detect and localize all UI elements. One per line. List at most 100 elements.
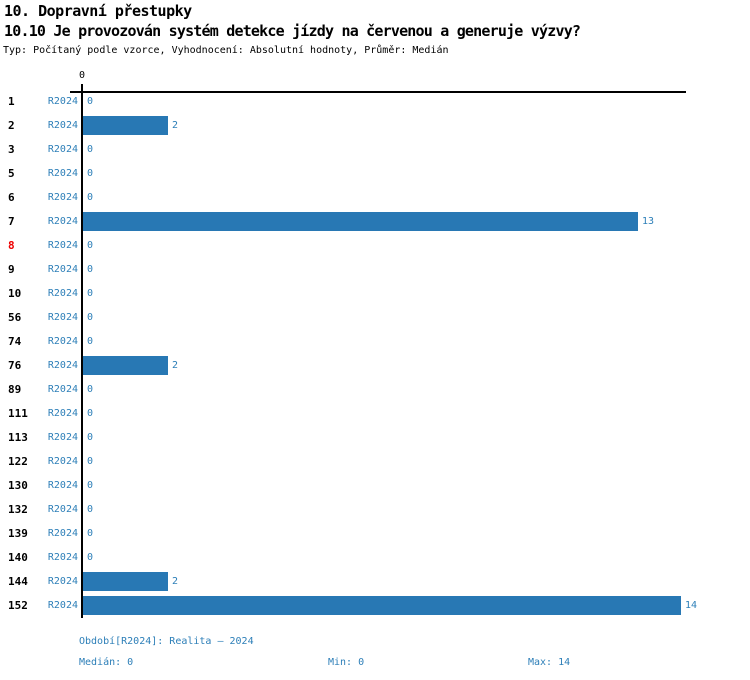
chart-row: 76 R2024 2 — [0, 354, 750, 378]
row-category-label: 122 — [8, 455, 28, 468]
row-category-label: 89 — [8, 383, 22, 396]
row-series-label: R2024 — [47, 264, 78, 275]
bar-value-label: 0 — [87, 192, 94, 203]
bar-value-label: 14 — [685, 600, 698, 611]
bar-value-label: 0 — [87, 312, 94, 323]
row-series-label: R2024 — [47, 120, 78, 131]
chart-row: 152 R2024 14 — [0, 594, 750, 618]
row-series-label: R2024 — [47, 576, 78, 587]
row-series-label: R2024 — [47, 600, 78, 611]
row-category-label: 3 — [8, 143, 15, 156]
row-category-label: 2 — [8, 119, 15, 132]
chart-row: 9 R2024 0 — [0, 258, 750, 282]
bar-value-label: 0 — [87, 168, 94, 179]
bar[interactable] — [83, 116, 168, 135]
bar-value-label: 0 — [87, 144, 94, 155]
chart-row: 3 R2024 0 — [0, 138, 750, 162]
chart-row: 8 R2024 0 — [0, 234, 750, 258]
row-series-label: R2024 — [47, 384, 78, 395]
bar-value-label: 0 — [87, 528, 94, 539]
row-category-label: 6 — [8, 191, 15, 204]
chart-row: 7 R2024 13 — [0, 210, 750, 234]
bar-value-label: 0 — [87, 264, 94, 275]
stat-median: Medián: 0 — [79, 657, 134, 668]
chart-row: 74 R2024 0 — [0, 330, 750, 354]
row-category-label: 5 — [8, 167, 15, 180]
row-category-label: 132 — [8, 503, 28, 516]
row-series-label: R2024 — [47, 360, 78, 371]
row-series-label: R2024 — [47, 192, 78, 203]
bar-value-label: 0 — [87, 288, 94, 299]
row-category-label: 1 — [8, 95, 15, 108]
row-series-label: R2024 — [47, 504, 78, 515]
row-category-label: 113 — [8, 431, 28, 444]
chart-row: 144 R2024 2 — [0, 570, 750, 594]
row-category-label: 74 — [8, 335, 22, 348]
row-category-label: 139 — [8, 527, 28, 540]
chart-row: 132 R2024 0 — [0, 498, 750, 522]
row-series-label: R2024 — [47, 336, 78, 347]
chart-row: 89 R2024 0 — [0, 378, 750, 402]
chart-row: 111 R2024 0 — [0, 402, 750, 426]
bar-value-label: 0 — [87, 408, 94, 419]
row-category-label: 152 — [8, 599, 28, 612]
row-series-label: R2024 — [47, 216, 78, 227]
bar-value-label: 0 — [87, 384, 94, 395]
chart-row: 140 R2024 0 — [0, 546, 750, 570]
bar[interactable] — [83, 212, 638, 231]
row-series-label: R2024 — [47, 456, 78, 467]
row-category-label: 56 — [8, 311, 22, 324]
chart-row: 10 R2024 0 — [0, 282, 750, 306]
stat-min: Min: 0 — [328, 657, 365, 668]
row-series-label: R2024 — [47, 480, 78, 491]
row-series-label: R2024 — [47, 288, 78, 299]
bar-value-label: 2 — [172, 120, 179, 131]
bar-value-label: 0 — [87, 336, 94, 347]
chart-meta-info: Typ: Počítaný podle vzorce, Vyhodnocení:… — [3, 45, 449, 56]
bar[interactable] — [83, 356, 168, 375]
row-series-label: R2024 — [47, 144, 78, 155]
bar-value-label: 0 — [87, 432, 94, 443]
bar-value-label: 2 — [172, 576, 179, 587]
chart-row: 5 R2024 0 — [0, 162, 750, 186]
row-series-label: R2024 — [47, 432, 78, 443]
row-category-label: 144 — [8, 575, 28, 588]
bar-value-label: 0 — [87, 456, 94, 467]
stat-max: Max: 14 — [528, 657, 571, 668]
row-series-label: R2024 — [47, 528, 78, 539]
chart-row: 139 R2024 0 — [0, 522, 750, 546]
chart-row: 56 R2024 0 — [0, 306, 750, 330]
row-category-label: 140 — [8, 551, 28, 564]
chart-question-title: 10.10 Je provozován systém detekce jízdy… — [4, 22, 581, 40]
y-axis-line — [81, 84, 83, 618]
row-category-label: 8 — [8, 239, 15, 252]
row-category-label: 7 — [8, 215, 15, 228]
row-series-label: R2024 — [47, 408, 78, 419]
page-title: 10. Dopravní přestupky — [4, 2, 192, 20]
bar-value-label: 0 — [87, 504, 94, 515]
bar-value-label: 0 — [87, 240, 94, 251]
bar-value-label: 0 — [87, 552, 94, 563]
bar[interactable] — [83, 596, 681, 615]
x-axis-tick-label: 0 — [78, 70, 86, 81]
bar-value-label: 13 — [642, 216, 655, 227]
row-series-label: R2024 — [47, 168, 78, 179]
row-series-label: R2024 — [47, 96, 78, 107]
row-category-label: 111 — [8, 407, 28, 420]
chart-row: 1 R2024 0 — [0, 90, 750, 114]
chart-row: 122 R2024 0 — [0, 450, 750, 474]
row-category-label: 10 — [8, 287, 22, 300]
bar-value-label: 2 — [172, 360, 179, 371]
row-category-label: 9 — [8, 263, 15, 276]
bar-value-label: 0 — [87, 480, 94, 491]
chart-row: 2 R2024 2 — [0, 114, 750, 138]
row-series-label: R2024 — [47, 552, 78, 563]
row-series-label: R2024 — [47, 240, 78, 251]
chart-row: 130 R2024 0 — [0, 474, 750, 498]
bar[interactable] — [83, 572, 168, 591]
row-category-label: 130 — [8, 479, 28, 492]
legend-period: Období[R2024]: Realita – 2024 — [79, 636, 254, 647]
x-axis-line — [70, 91, 686, 93]
